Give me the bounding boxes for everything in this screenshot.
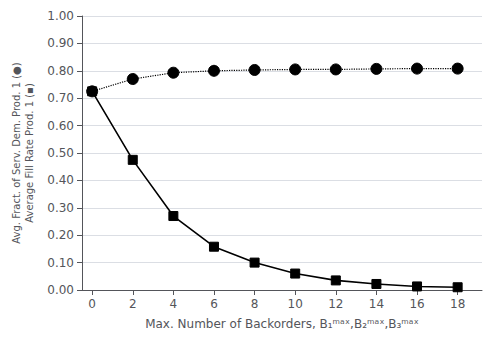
svg-text:Max. Number of Backorders, B₁ᵐ: Max. Number of Backorders, B₁ᵐᵃˣ,B₂ᵐᵃˣ,B… xyxy=(145,317,419,331)
svg-text:0.20: 0.20 xyxy=(47,228,74,242)
svg-text:Avg. Fract. of Serv. Dem. Prod: Avg. Fract. of Serv. Dem. Prod. 1 (●) xyxy=(11,62,22,244)
svg-text:0: 0 xyxy=(88,297,96,311)
svg-text:12: 12 xyxy=(328,297,343,311)
svg-text:6: 6 xyxy=(210,297,218,311)
svg-text:8: 8 xyxy=(251,297,259,311)
svg-text:0.50: 0.50 xyxy=(47,146,74,160)
svg-text:14: 14 xyxy=(369,297,384,311)
svg-text:4: 4 xyxy=(170,297,178,311)
svg-text:16: 16 xyxy=(409,297,424,311)
svg-text:0.10: 0.10 xyxy=(47,256,74,270)
svg-text:18: 18 xyxy=(450,297,465,311)
svg-text:2: 2 xyxy=(129,297,137,311)
svg-text:1.00: 1.00 xyxy=(47,9,74,23)
svg-text:0.70: 0.70 xyxy=(47,91,74,105)
svg-text:0.90: 0.90 xyxy=(47,36,74,50)
svg-text:10: 10 xyxy=(288,297,303,311)
svg-text:0.40: 0.40 xyxy=(47,173,74,187)
svg-text:0.30: 0.30 xyxy=(47,201,74,215)
svg-text:0.80: 0.80 xyxy=(47,64,74,78)
svg-text:0.00: 0.00 xyxy=(47,283,74,297)
svg-text:Average Fill Rate Prod. 1 (▪): Average Fill Rate Prod. 1 (▪) xyxy=(24,83,35,223)
svg-text:0.60: 0.60 xyxy=(47,119,74,133)
